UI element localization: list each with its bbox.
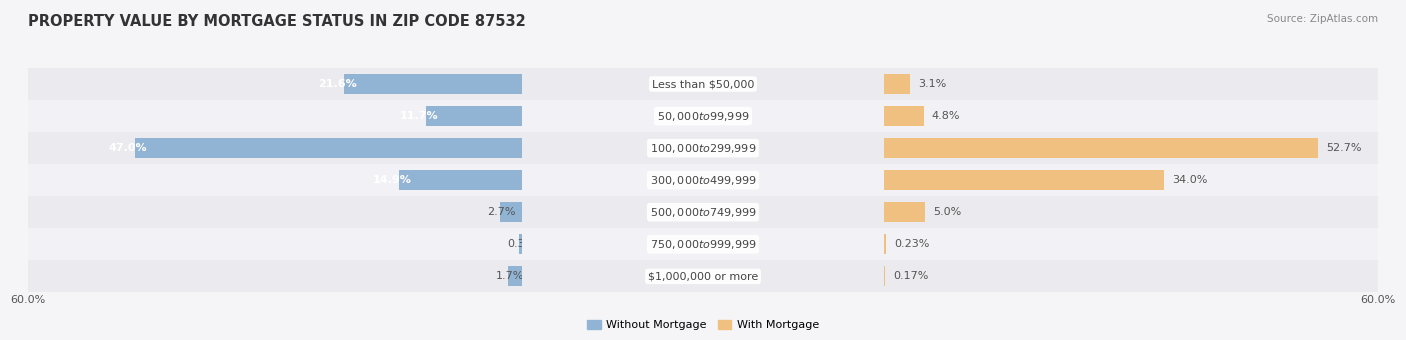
Text: 0.31%: 0.31% xyxy=(508,239,543,249)
Text: Less than $50,000: Less than $50,000 xyxy=(652,79,754,89)
Text: 5.0%: 5.0% xyxy=(934,207,962,217)
Bar xyxy=(0,132,1406,164)
Bar xyxy=(508,267,522,286)
Bar xyxy=(884,138,1317,158)
Text: 52.7%: 52.7% xyxy=(1326,143,1361,153)
Bar xyxy=(0,68,1406,100)
Text: $100,000 to $299,999: $100,000 to $299,999 xyxy=(650,142,756,155)
Text: PROPERTY VALUE BY MORTGAGE STATUS IN ZIP CODE 87532: PROPERTY VALUE BY MORTGAGE STATUS IN ZIP… xyxy=(28,14,526,29)
Text: 0.17%: 0.17% xyxy=(894,271,929,282)
Text: 34.0%: 34.0% xyxy=(1173,175,1208,185)
Text: $300,000 to $499,999: $300,000 to $499,999 xyxy=(650,174,756,187)
Text: 2.7%: 2.7% xyxy=(488,207,516,217)
Bar xyxy=(0,68,1406,100)
Text: $50,000 to $99,999: $50,000 to $99,999 xyxy=(657,109,749,123)
Bar xyxy=(0,260,1406,292)
Text: $750,000 to $999,999: $750,000 to $999,999 xyxy=(650,238,756,251)
Text: 4.8%: 4.8% xyxy=(932,111,960,121)
Bar xyxy=(499,202,522,222)
Bar xyxy=(0,196,1406,228)
Bar xyxy=(399,170,522,190)
Text: $500,000 to $749,999: $500,000 to $749,999 xyxy=(650,206,756,219)
Bar xyxy=(0,164,1406,196)
Bar xyxy=(0,132,1406,164)
Bar xyxy=(0,260,1406,292)
Bar xyxy=(0,196,1406,228)
Text: 47.0%: 47.0% xyxy=(108,143,148,153)
Bar xyxy=(884,106,924,126)
Bar xyxy=(0,100,1406,132)
Bar xyxy=(884,202,925,222)
Bar xyxy=(884,74,910,94)
Text: 1.7%: 1.7% xyxy=(495,271,524,282)
Text: 21.6%: 21.6% xyxy=(318,79,357,89)
Bar xyxy=(426,106,522,126)
Bar xyxy=(0,228,1406,260)
Bar xyxy=(0,228,1406,260)
Bar xyxy=(0,164,1406,196)
Text: $1,000,000 or more: $1,000,000 or more xyxy=(648,271,758,282)
Text: 14.9%: 14.9% xyxy=(373,175,412,185)
Bar xyxy=(0,228,1406,260)
Bar xyxy=(0,196,1406,228)
Bar xyxy=(0,68,1406,100)
Text: Source: ZipAtlas.com: Source: ZipAtlas.com xyxy=(1267,14,1378,23)
Legend: Without Mortgage, With Mortgage: Without Mortgage, With Mortgage xyxy=(582,315,824,335)
Bar xyxy=(344,74,522,94)
Text: 11.7%: 11.7% xyxy=(399,111,439,121)
Bar xyxy=(0,100,1406,132)
Bar xyxy=(0,100,1406,132)
Text: 3.1%: 3.1% xyxy=(918,79,946,89)
Bar xyxy=(884,170,1164,190)
Bar xyxy=(135,138,522,158)
Bar xyxy=(0,260,1406,292)
Bar xyxy=(884,234,886,254)
Text: 0.23%: 0.23% xyxy=(894,239,929,249)
Bar xyxy=(0,164,1406,196)
Bar xyxy=(519,234,522,254)
Bar xyxy=(0,132,1406,164)
